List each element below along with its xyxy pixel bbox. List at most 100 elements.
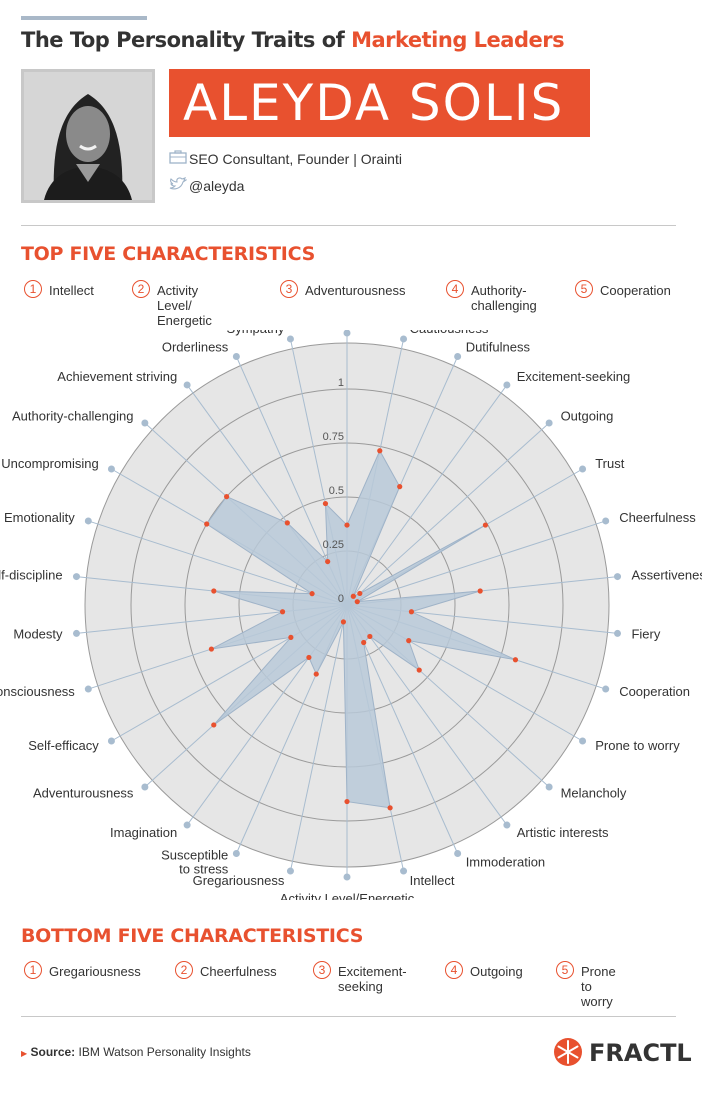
radar-tick-label: 1	[338, 377, 344, 389]
twitter-handle: @aleyda	[189, 178, 245, 194]
radar-axis-end-dot	[183, 821, 191, 829]
rank-label: Cheerfulness	[200, 964, 277, 979]
radar-category-label: Self-consciousness	[0, 684, 75, 699]
radar-axis-end-dot	[614, 629, 622, 637]
source-text: IBM Watson Personality Insights	[78, 1045, 251, 1059]
radar-category-label: Intellect	[410, 873, 455, 888]
radar-category-label: Outgoing	[561, 408, 614, 423]
radar-data-point	[284, 520, 290, 526]
radar-data-point	[211, 722, 217, 728]
rank-label: Excitement- seeking	[338, 964, 407, 994]
source-note: ▶ Source: IBM Watson Personality Insight…	[21, 1045, 251, 1059]
radar-category-label: Fiery	[631, 626, 660, 641]
radar-axis-line	[346, 384, 508, 606]
radar-category-label: Prone to worry	[595, 738, 680, 753]
person-name: ALEYDA SOLIS	[183, 74, 565, 132]
radar-tick-label: 0.25	[323, 539, 344, 551]
radar-category-label: Susceptible	[161, 848, 228, 863]
footer-divider	[21, 1016, 676, 1017]
radar-axis-end-dot	[400, 335, 408, 343]
radar-axis-end-dot	[72, 629, 80, 637]
radar-data-point	[204, 521, 210, 527]
radar-axis-end-dot	[454, 353, 462, 361]
profile-photo	[21, 69, 155, 203]
radar-axis-end-dot	[72, 573, 80, 581]
rank-label: Adventurousness	[305, 283, 406, 298]
radar-axis-end-dot	[454, 849, 462, 857]
rank-number: 4	[446, 280, 464, 298]
radar-data-point	[477, 588, 483, 594]
title-prefix: The Top Personality Traits of	[21, 28, 352, 52]
radar-data-point	[340, 619, 347, 625]
bottom-five-heading: BOTTOM FIVE CHARACTERISTICS	[21, 925, 364, 947]
twitter-icon	[169, 177, 189, 194]
radar-data-point	[367, 633, 373, 640]
briefcase-icon	[169, 150, 189, 167]
radar-data-point	[208, 646, 215, 652]
radar-axis-end-dot	[503, 821, 511, 829]
radar-data-point	[344, 522, 350, 528]
radar-axis-end-dot	[286, 867, 294, 875]
radar-category-label: Trust	[595, 456, 625, 471]
radar-category-label: Authority-challenging	[12, 408, 133, 423]
radar-data-point	[357, 590, 363, 597]
radar-data-point	[354, 599, 360, 605]
rank-label: Outgoing	[470, 964, 523, 979]
radar-data-point	[377, 448, 383, 454]
radar-axis-end-dot	[232, 353, 240, 361]
rank-label: Authority- challenging	[471, 283, 537, 313]
radar-data-point	[361, 639, 367, 646]
radar-category-label: Melancholy	[561, 786, 627, 801]
rank-number: 1	[24, 280, 42, 298]
radar-tick-label: 0.75	[323, 431, 344, 443]
radar-axis-end-dot	[579, 737, 587, 745]
rank-number: 5	[575, 280, 593, 298]
radar-category-label: Gregariousness	[193, 873, 285, 888]
radar-axis-end-dot	[343, 330, 351, 337]
logo-text: FRACTL	[589, 1039, 692, 1067]
divider	[21, 225, 676, 226]
radar-data-point	[408, 609, 415, 615]
radar-category-label: Assertiveness	[631, 568, 702, 583]
radar-category-label: Cooperation	[619, 684, 690, 699]
radar-axis-line	[88, 520, 348, 606]
radar-axis-end-dot	[579, 465, 587, 473]
radar-category-label: Cautiousness	[410, 330, 489, 336]
radar-data-point	[350, 593, 356, 599]
radar-axis-end-dot	[84, 517, 92, 525]
radar-chart: 00.250.50.751AltruismCautiousnessDutiful…	[0, 330, 702, 900]
radar-axis-line	[346, 604, 508, 826]
radar-data-point	[309, 591, 315, 597]
rank-number: 5	[556, 961, 574, 979]
radar-category-label: Self-efficacy	[28, 738, 99, 753]
radar-category-label: Self-discipline	[0, 568, 63, 583]
radar-data-point	[279, 609, 286, 615]
radar-axis-line	[346, 520, 606, 606]
radar-category-label: Modesty	[13, 626, 63, 641]
radar-axis-end-dot	[107, 465, 115, 473]
radar-data-point	[313, 671, 319, 677]
radar-tick-label: 0.5	[329, 485, 344, 497]
radar-category-label: Cheerfulness	[619, 510, 696, 525]
page-title: The Top Personality Traits of Marketing …	[21, 28, 565, 52]
rank-label: Intellect	[49, 283, 94, 298]
radar-axis-end-dot	[107, 737, 115, 745]
radar-axis-end-dot	[141, 783, 149, 791]
rank-number: 3	[313, 961, 331, 979]
radar-category-label: Emotionality	[4, 510, 75, 525]
rank-number: 2	[132, 280, 150, 298]
radar-data-point	[322, 500, 329, 507]
radar-data-point	[406, 638, 412, 644]
radar-category-label: Immoderation	[466, 855, 545, 870]
radar-data-point	[482, 522, 489, 528]
radar-axis-end-dot	[84, 685, 92, 693]
radar-axis-end-dot	[545, 419, 553, 427]
radar-axis-end-dot	[602, 685, 610, 693]
radar-data-point	[387, 805, 393, 811]
radar-axis-end-dot	[232, 849, 240, 857]
top-accent-bar	[21, 16, 147, 20]
rank-label: Prone to worry	[581, 964, 616, 1009]
radar-category-label: Dutifulness	[466, 339, 531, 354]
radar-category-label: Excitement-seeking	[517, 369, 630, 384]
radar-category-label: Orderliness	[162, 339, 229, 354]
